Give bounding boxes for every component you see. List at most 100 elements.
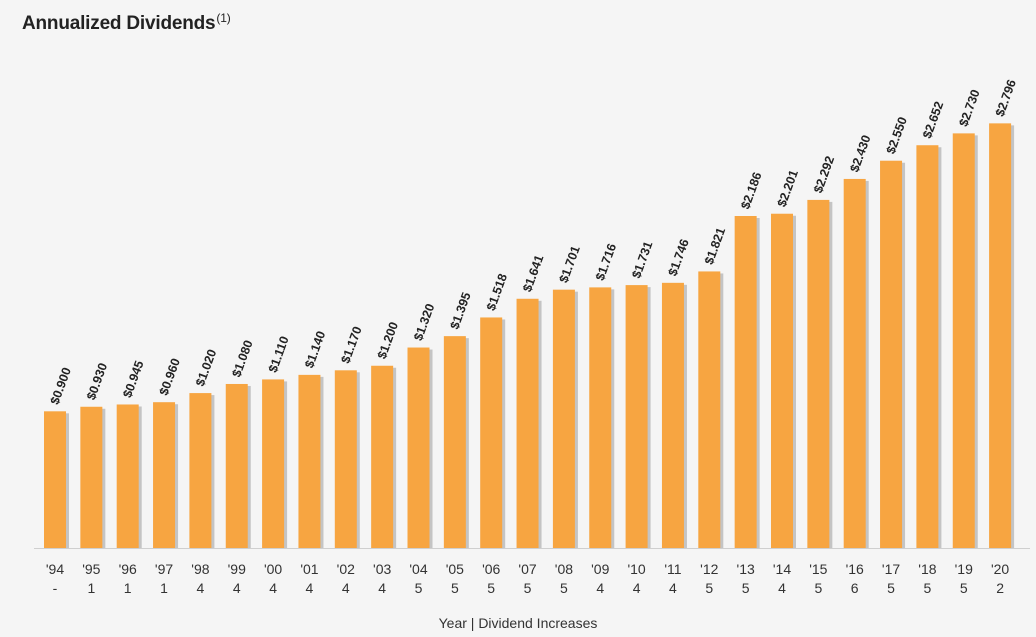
bar (807, 199, 830, 548)
bar-value-label: $1.746 (666, 237, 692, 278)
x-tick-increases: 5 (924, 580, 932, 596)
bar-value-label: $1.518 (484, 272, 510, 313)
x-tick-increases: 4 (778, 580, 786, 596)
x-tick-year: '09 (591, 561, 609, 577)
bar (80, 406, 103, 548)
x-tick-year: '15 (809, 561, 827, 577)
bar (843, 178, 866, 548)
bar (952, 133, 975, 548)
bar (116, 404, 139, 548)
bar-value-label: $2.652 (920, 99, 946, 140)
bar (771, 213, 793, 548)
bar (225, 383, 248, 548)
x-tick-year: '13 (737, 561, 755, 577)
x-tick-year: '14 (773, 561, 791, 577)
bar-value-label: $2.201 (775, 168, 801, 209)
x-tick-increases: 1 (124, 580, 132, 596)
bar-value-label: $1.020 (193, 347, 219, 388)
bar-value-label: $2.430 (847, 133, 873, 174)
x-tick-increases: 5 (814, 580, 822, 596)
x-tick-increases: 5 (887, 580, 895, 596)
x-tick-year: '01 (300, 561, 318, 577)
x-tick-year: '95 (82, 561, 100, 577)
x-tick-year: '04 (409, 561, 427, 577)
bar-value-label: $1.200 (375, 320, 401, 361)
bar-value-label: $1.821 (702, 226, 728, 267)
x-tick-year: '05 (446, 561, 464, 577)
bar (334, 370, 357, 548)
bar-value-label: $2.796 (993, 78, 1019, 119)
x-tick-increases: 4 (596, 580, 604, 596)
x-tick-year: '16 (846, 561, 864, 577)
x-tick-increases: - (53, 580, 58, 596)
bar-value-label: $2.730 (956, 88, 982, 129)
bar-value-label: $1.716 (593, 242, 619, 283)
bar-value-label: $2.186 (738, 170, 764, 211)
x-tick-year: '17 (882, 561, 900, 577)
bar-value-label: $0.945 (120, 359, 146, 400)
bar-value-label: $1.395 (448, 290, 474, 331)
x-tick-year: '10 (627, 561, 645, 577)
bar-value-label: $1.641 (520, 253, 546, 294)
x-tick-year: '03 (373, 561, 391, 577)
bar (371, 365, 394, 548)
x-tick-increases: 5 (524, 580, 532, 596)
x-tick-increases: 2 (996, 580, 1004, 596)
x-tick-year: '11 (664, 561, 681, 577)
bar (625, 285, 648, 548)
bar-value-label: $1.140 (302, 329, 328, 370)
bar (298, 374, 321, 548)
x-tick-year: '07 (518, 561, 536, 577)
bar (189, 393, 212, 548)
x-tick-increases: 5 (415, 580, 423, 596)
bar-value-label: $1.731 (629, 239, 655, 280)
bar (262, 379, 285, 548)
bar (734, 216, 757, 548)
x-tick-labels-group: '94 - '95 1 '96 1 '97 1 '98 4 '99 4 '00 4 '01 4 '02 4 '03 4… (46, 561, 1010, 596)
bar-value-label: $2.292 (811, 154, 837, 195)
title-footnote-marker: (1) (216, 11, 231, 25)
bar-value-label: $1.080 (229, 338, 255, 379)
x-tick-increases: 6 (851, 580, 859, 596)
bar (443, 336, 466, 548)
x-tick-increases: 4 (233, 580, 241, 596)
x-tick-increases: 1 (160, 580, 168, 596)
x-tick-year: '00 (264, 561, 282, 577)
bar-value-label: $1.110 (266, 334, 292, 374)
bar (589, 287, 612, 548)
x-tick-increases: 5 (705, 580, 713, 596)
x-tick-year: '08 (555, 561, 573, 577)
x-tick-year: '02 (337, 561, 355, 577)
chart-title-text: Annualized Dividends (22, 13, 216, 34)
x-tick-increases: 4 (197, 580, 205, 596)
x-tick-year: '94 (46, 561, 64, 577)
x-tick-increases: 5 (742, 580, 750, 596)
bar-value-label: $2.550 (884, 115, 910, 156)
x-tick-year: '97 (155, 561, 173, 577)
x-tick-increases: 4 (633, 580, 641, 596)
bar (698, 271, 721, 548)
x-tick-year: '06 (482, 561, 500, 577)
bar (44, 411, 66, 548)
bar (916, 145, 939, 549)
x-axis-label: Year | Dividend Increases (438, 615, 598, 631)
bar-value-label: $0.930 (84, 361, 110, 402)
x-tick-year: '19 (955, 561, 973, 577)
x-tick-year: '20 (991, 561, 1009, 577)
chart-title: Annualized Dividends(1) (22, 11, 231, 35)
x-tick-increases: 5 (560, 580, 568, 596)
x-tick-increases: 5 (960, 580, 968, 596)
x-tick-year: '99 (228, 561, 246, 577)
bar (516, 298, 539, 548)
x-tick-year: '98 (191, 561, 209, 577)
bar-value-label: $1.170 (338, 325, 364, 366)
bar (407, 347, 430, 548)
bars-group (44, 123, 1015, 549)
bar-value-label: $0.900 (48, 366, 74, 407)
bar (880, 160, 903, 548)
x-tick-increases: 4 (269, 580, 277, 596)
bar (480, 317, 503, 548)
x-tick-year: '18 (918, 561, 936, 577)
bar (661, 282, 684, 548)
